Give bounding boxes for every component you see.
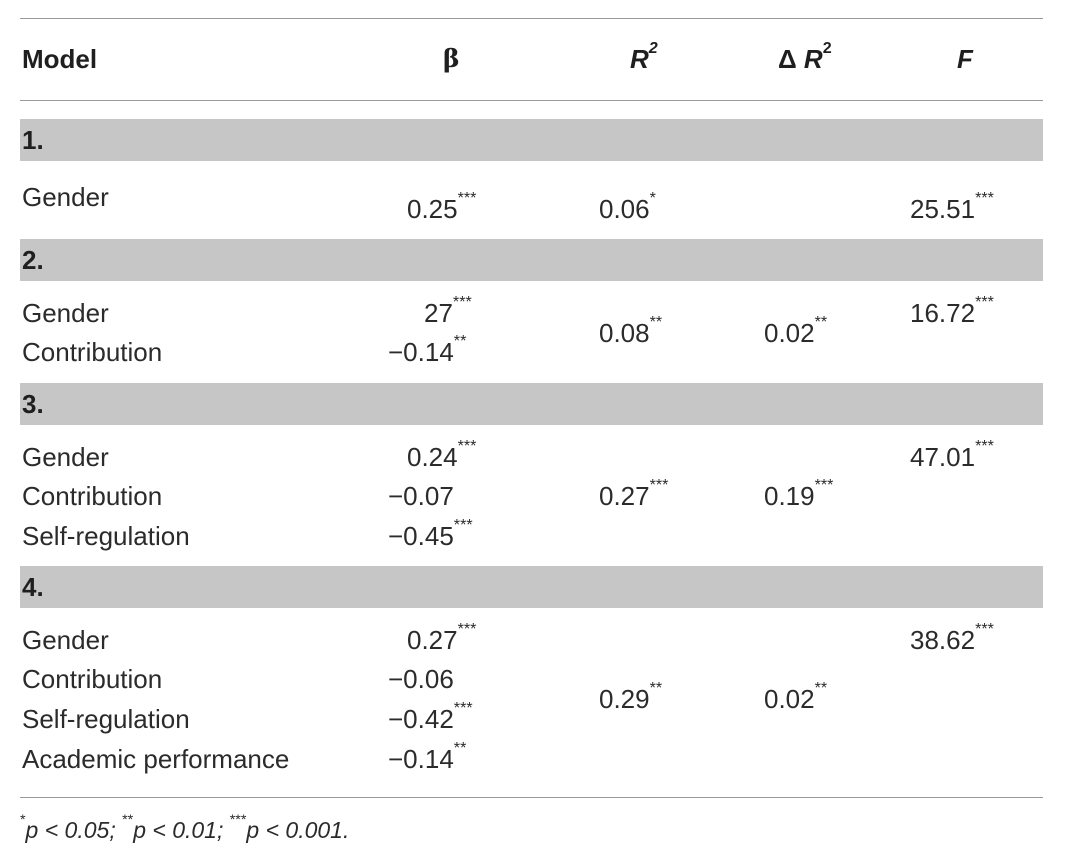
r2-value: 0.08 [599, 318, 650, 348]
significance-stars: *** [975, 620, 994, 638]
top-rule [20, 18, 1043, 19]
beta-cell: −0.14** [388, 739, 467, 776]
footnote-stars: * [20, 812, 26, 828]
significance-stars: *** [457, 620, 477, 638]
r2-value: 0.06 [599, 194, 650, 224]
model-label-3: 3. [22, 389, 44, 419]
predictor-cell: Gender [22, 442, 109, 472]
beta-cell: −0.07 [388, 479, 454, 513]
header-f: F [957, 44, 973, 74]
footnote-text: p < 0.05; [25, 817, 123, 843]
beta-value: 0.25 [407, 194, 458, 224]
beta-cell: 27*** [424, 293, 472, 330]
table-footnote: *p < 0.05; **p < 0.01; ***p < 0.001. [20, 812, 350, 845]
f-cell: 47.01*** [910, 437, 994, 474]
model-label-2: 2. [22, 245, 44, 275]
beta-cell: −0.06 [388, 662, 454, 696]
beta-value: 0.27 [407, 625, 458, 655]
model-label-4: 4. [22, 572, 44, 602]
bottom-rule [20, 797, 1043, 798]
header-r2: R2 [630, 39, 658, 76]
header-r2-base: R [630, 44, 649, 74]
significance-stars: ** [814, 313, 828, 331]
header-delta-r2-base: R [803, 44, 823, 74]
r2-cell: 0.06* [599, 189, 656, 226]
model-band-4: 4. [20, 566, 1043, 608]
footnote-text: p < 0.01; [133, 817, 230, 843]
beta-cell: 0.24*** [407, 437, 477, 474]
beta-value: −0.14 [388, 337, 454, 367]
predictor-cell: Contribution [22, 481, 163, 511]
f-value: 38.62 [910, 625, 976, 655]
predictor-cell: Gender [22, 625, 109, 655]
significance-stars: *** [975, 189, 994, 207]
significance-stars: ** [453, 739, 467, 757]
predictor-cell: Self-regulation [22, 521, 190, 551]
header-model: Model [22, 44, 98, 74]
delta-r2-value: 0.02 [764, 318, 815, 348]
delta-r2-cell: 0.02** [764, 679, 828, 716]
significance-stars: *** [457, 189, 477, 207]
beta-cell: 0.25*** [407, 189, 477, 226]
r2-value: 0.29 [599, 684, 650, 714]
f-cell: 16.72*** [910, 293, 994, 330]
footnote-stars: *** [229, 812, 247, 828]
beta-cell: 0.27*** [407, 620, 477, 657]
model-label-1: 1. [22, 125, 44, 155]
delta-r2-value: 0.02 [764, 684, 815, 714]
significance-stars: *** [649, 476, 669, 494]
significance-stars: ** [649, 679, 663, 697]
beta-cell: −0.45*** [388, 516, 473, 553]
r2-cell: 0.27*** [599, 476, 669, 513]
predictor-cell: Contribution [22, 664, 163, 694]
footnote-text: p < 0.001. [246, 817, 350, 843]
header-delta-r2: Δ R2 [778, 39, 832, 76]
predictor-cell: Academic performance [22, 744, 290, 774]
beta-cell: −0.42*** [388, 699, 473, 736]
significance-stars: ** [453, 332, 467, 350]
f-value: 16.72 [910, 298, 976, 328]
predictor-cell: Gender [22, 182, 109, 212]
significance-stars: ** [814, 679, 828, 697]
model-band-2: 2. [20, 239, 1043, 281]
f-cell: 38.62*** [910, 620, 994, 657]
significance-stars: *** [452, 293, 472, 311]
r2-cell: 0.29** [599, 679, 663, 716]
significance-stars: * [649, 189, 656, 207]
significance-stars: *** [457, 437, 477, 455]
header-delta-symbol: Δ [778, 44, 804, 74]
header-rule [20, 100, 1043, 101]
header-delta-r2-exponent: 2 [822, 39, 832, 57]
beta-value: −0.45 [388, 521, 454, 551]
beta-value: 0.24 [407, 442, 458, 472]
beta-value: 27 [424, 298, 453, 328]
f-value: 47.01 [910, 442, 976, 472]
delta-r2-value: 0.19 [764, 481, 815, 511]
significance-stars: *** [453, 699, 473, 717]
significance-stars: *** [814, 476, 834, 494]
beta-value: −0.42 [388, 704, 454, 734]
beta-value: −0.06 [388, 664, 454, 694]
beta-cell: −0.14** [388, 332, 467, 369]
delta-r2-cell: 0.19*** [764, 476, 834, 513]
r2-value: 0.27 [599, 481, 650, 511]
predictor-cell: Contribution [22, 337, 163, 367]
f-value: 25.51 [910, 194, 976, 224]
significance-stars: *** [453, 516, 473, 534]
model-band-3: 3. [20, 383, 1043, 425]
delta-r2-cell: 0.02** [764, 313, 828, 350]
beta-value: −0.07 [388, 481, 454, 511]
footnote-stars: ** [122, 812, 134, 828]
header-r2-exponent: 2 [648, 39, 658, 57]
beta-value: −0.14 [388, 744, 454, 774]
predictor-cell: Gender [22, 298, 109, 328]
significance-stars: ** [649, 313, 663, 331]
significance-stars: *** [975, 437, 994, 455]
header-beta: β [443, 44, 460, 73]
model-band-1: 1. [20, 119, 1043, 161]
predictor-cell: Self-regulation [22, 704, 190, 734]
f-cell: 25.51*** [910, 189, 994, 226]
significance-stars: *** [975, 293, 994, 311]
r2-cell: 0.08** [599, 313, 663, 350]
